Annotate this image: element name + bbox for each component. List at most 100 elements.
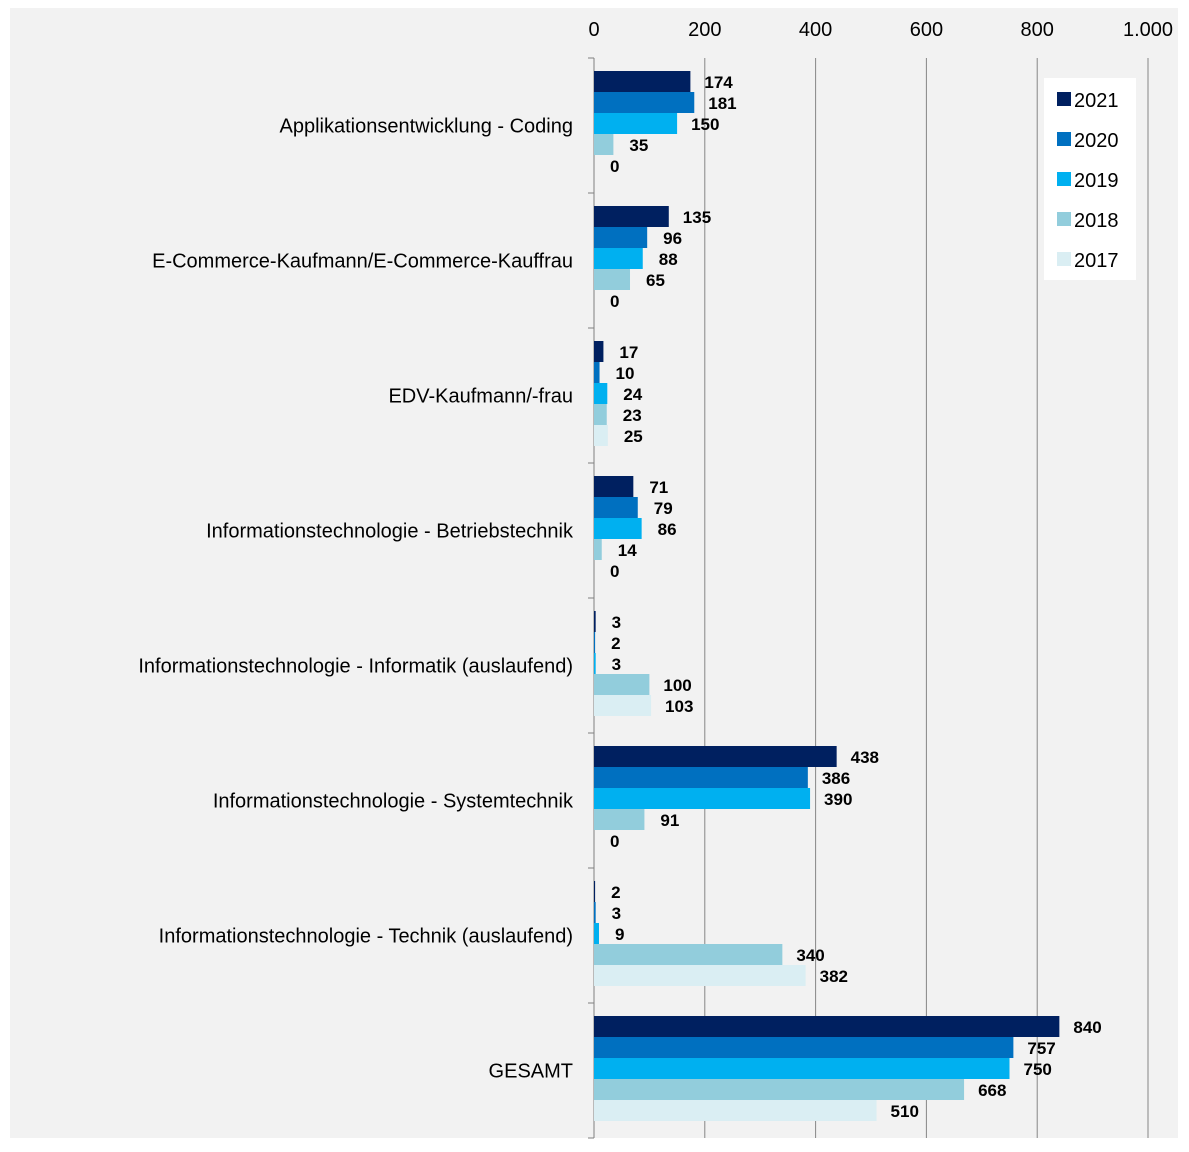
data-label-2017-6: 382 [820, 967, 848, 986]
bar-2020-4 [594, 632, 596, 653]
data-label-2020-6: 3 [612, 904, 621, 923]
bar-2018-5 [594, 809, 645, 830]
data-label-2021-6: 2 [611, 883, 620, 902]
legend-swatch-2021 [1057, 92, 1071, 106]
bar-2019-4 [594, 653, 596, 674]
x-axis-ticks: 0 200 400 600 800 1.000 [588, 19, 1173, 41]
legend-swatch-2020 [1057, 132, 1071, 146]
data-label-2021-0: 174 [704, 73, 733, 92]
bar-2021-4 [594, 611, 596, 632]
bar-2020-5 [594, 767, 808, 788]
bar-2019-1 [594, 248, 643, 269]
bar-2019-3 [594, 518, 642, 539]
bar-2018-0 [594, 134, 614, 155]
bars [594, 71, 1060, 1121]
bar-2018-2 [594, 404, 607, 425]
data-label-2021-4: 3 [612, 613, 621, 632]
bar-2020-1 [594, 227, 648, 248]
legend: 2021 2020 2019 2018 2017 [1044, 78, 1136, 280]
category-labels: Applikationsentwicklung - Coding E-Commer… [138, 116, 574, 1083]
data-label-2019-6: 9 [615, 925, 624, 944]
data-label-2020-2: 10 [616, 364, 635, 383]
data-label-2019-7: 750 [1024, 1060, 1052, 1079]
x-tick-label-3: 600 [910, 19, 943, 41]
data-label-2019-4: 3 [612, 655, 621, 674]
data-label-2021-5: 438 [851, 748, 879, 767]
bar-2021-5 [594, 746, 837, 767]
bar-2021-3 [594, 476, 634, 497]
data-label-2018-6: 340 [796, 946, 824, 965]
legend-label-2018: 2018 [1074, 210, 1119, 232]
bar-2021-6 [594, 881, 596, 902]
bar-2017-2 [594, 425, 608, 446]
bar-2021-0 [594, 71, 691, 92]
data-label-2019-3: 86 [658, 520, 677, 539]
legend-label-2021: 2021 [1074, 90, 1119, 112]
data-label-2021-1: 135 [683, 208, 711, 227]
data-label-2020-4: 2 [611, 634, 620, 653]
data-label-2020-1: 96 [663, 229, 682, 248]
bar-2020-2 [594, 362, 600, 383]
data-label-2020-5: 386 [822, 769, 850, 788]
x-tick-label-1: 200 [688, 19, 721, 41]
data-label-2017-5: 0 [610, 832, 619, 851]
data-label-2018-0: 35 [629, 136, 648, 155]
data-label-2020-3: 79 [654, 499, 673, 518]
bar-2017-4 [594, 695, 652, 716]
data-label-2020-7: 757 [1027, 1039, 1055, 1058]
category-label-6: Informationstechnologie - Technik (ausla… [159, 926, 573, 948]
category-label-3: Informationstechnologie - Betriebstechni… [206, 521, 574, 543]
data-label-2021-3: 71 [649, 478, 668, 497]
data-label-2017-4: 103 [665, 697, 693, 716]
x-tick-label-4: 800 [1021, 19, 1054, 41]
bar-2021-1 [594, 206, 669, 227]
bar-2019-6 [594, 923, 599, 944]
bar-2018-4 [594, 674, 650, 695]
bar-2020-3 [594, 497, 638, 518]
bar-2017-6 [594, 965, 806, 986]
data-label-2018-2: 23 [623, 406, 642, 425]
bar-2021-7 [594, 1016, 1060, 1037]
bar-2018-3 [594, 539, 602, 560]
x-tick-label-0: 0 [588, 19, 599, 41]
category-label-2: EDV-Kaufmann/-frau [388, 386, 573, 408]
legend-label-2017: 2017 [1074, 250, 1119, 272]
data-label-2018-3: 14 [618, 541, 637, 560]
data-label-2021-2: 17 [619, 343, 638, 362]
data-label-2019-1: 88 [659, 250, 678, 269]
bar-2018-7 [594, 1079, 965, 1100]
data-label-2018-1: 65 [646, 271, 665, 290]
bar-2020-6 [594, 902, 596, 923]
x-tick-label-5: 1.000 [1123, 19, 1173, 41]
bar-2019-0 [594, 113, 678, 134]
legend-swatch-2019 [1057, 172, 1071, 186]
data-label-2021-7: 840 [1073, 1018, 1101, 1037]
legend-swatch-2018 [1057, 212, 1071, 226]
data-label-2018-7: 668 [978, 1081, 1006, 1100]
bar-2017-7 [594, 1100, 877, 1121]
data-label-2018-4: 100 [663, 676, 691, 695]
category-label-5: Informationstechnologie - Systemtechnik [213, 791, 574, 813]
data-label-2017-7: 510 [891, 1102, 919, 1121]
bar-2019-5 [594, 788, 811, 809]
data-label-2019-2: 24 [623, 385, 642, 404]
legend-label-2020: 2020 [1074, 130, 1119, 152]
data-label-2019-0: 150 [691, 115, 719, 134]
data-label-2017-1: 0 [610, 292, 619, 311]
bar-2019-7 [594, 1058, 1010, 1079]
bar-2020-0 [594, 92, 695, 113]
legend-label-2019: 2019 [1074, 170, 1119, 192]
data-label-2019-5: 390 [824, 790, 852, 809]
category-label-1: E-Commerce-Kaufmann/E-Commerce-Kauffrau [152, 251, 573, 273]
bar-2018-6 [594, 944, 783, 965]
data-label-2018-5: 91 [660, 811, 679, 830]
category-label-0: Applikationsentwicklung - Coding [280, 116, 574, 138]
value-labels: 1741811503501359688650171024232571798614… [610, 73, 1102, 1121]
bar-2019-2 [594, 383, 608, 404]
bar-2018-1 [594, 269, 631, 290]
data-label-2017-3: 0 [610, 562, 619, 581]
x-tick-label-2: 400 [799, 19, 832, 41]
category-label-4: Informationstechnologie - Informatik (au… [138, 656, 573, 678]
